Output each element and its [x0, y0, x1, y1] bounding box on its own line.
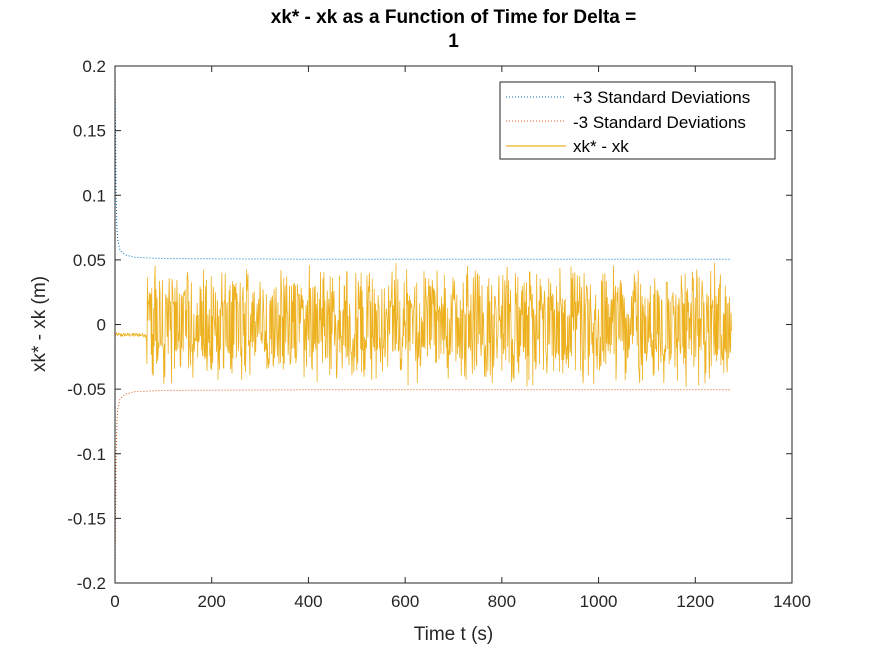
legend: +3 Standard Deviations -3 Standard Devia… — [499, 81, 776, 160]
y-tick-label: 0.05 — [73, 251, 106, 270]
x-tick-label: 1400 — [773, 592, 811, 611]
series-minus3-std — [114, 389, 732, 584]
x-axis-label: Time t (s) — [413, 624, 494, 645]
x-tick-label: 1000 — [580, 592, 618, 611]
y-tick-label: 0.1 — [82, 186, 106, 205]
x-tick-label: 600 — [391, 592, 419, 611]
y-tick-label: -0.15 — [67, 509, 106, 528]
legend-label-minus3: -3 Standard Deviations — [573, 113, 746, 132]
y-tick-label: 0.2 — [82, 57, 106, 76]
y-tick-label: -0.05 — [67, 380, 106, 399]
chart-title-line-1: xk* - xk as a Function of Time for Delta… — [270, 7, 637, 28]
legend-label-plus3: +3 Standard Deviations — [573, 88, 750, 107]
x-ticks: 0 200 400 600 800 1000 1200 1400 — [110, 66, 811, 611]
x-tick-label: 800 — [488, 592, 516, 611]
y-tick-label: 0.15 — [73, 122, 106, 141]
legend-label-error: xk* - xk — [573, 137, 629, 156]
y-axis-label: xk* - xk (m) — [29, 275, 50, 373]
series-layer — [114, 65, 732, 584]
x-tick-label: 200 — [198, 592, 226, 611]
y-tick-label: -0.1 — [77, 445, 106, 464]
chart-title: xk* - xk as a Function of Time for Delta… — [115, 6, 792, 54]
series-error — [114, 262, 732, 388]
x-tick-label: 1200 — [676, 592, 714, 611]
x-tick-label: 0 — [110, 592, 119, 611]
y-tick-label: -0.2 — [77, 574, 106, 593]
series-plus3-std — [114, 65, 732, 260]
y-tick-label: 0 — [97, 316, 106, 335]
y-ticks: 0.2 0.15 0.1 0.05 0 -0.05 -0.1 -0.15 -0.2 — [67, 57, 792, 593]
x-tick-label: 400 — [294, 592, 322, 611]
chart-title-line-2: 1 — [448, 31, 459, 52]
